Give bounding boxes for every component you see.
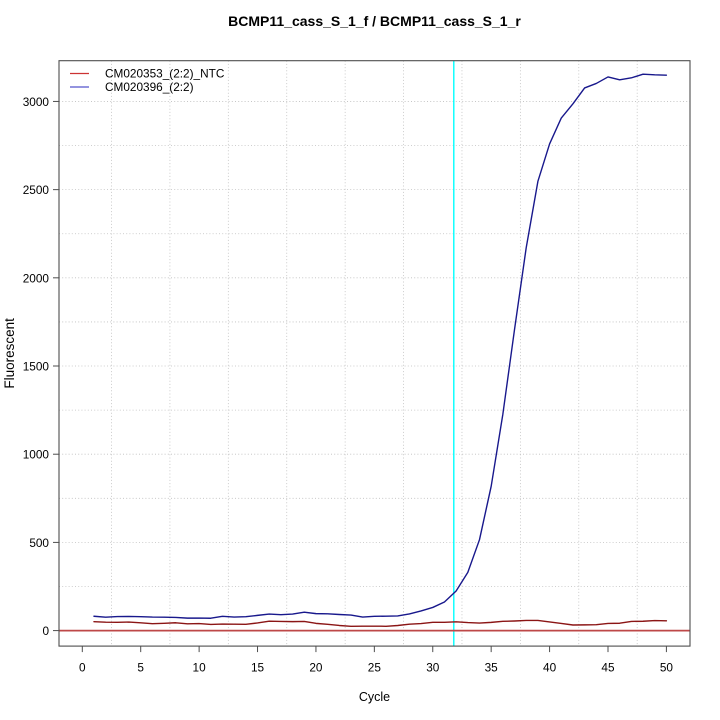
svg-text:10: 10	[193, 661, 207, 675]
svg-text:45: 45	[601, 661, 615, 675]
svg-text:35: 35	[485, 661, 499, 675]
svg-text:5: 5	[137, 661, 144, 675]
svg-text:40: 40	[543, 661, 557, 675]
svg-text:2000: 2000	[23, 271, 50, 285]
svg-text:3000: 3000	[23, 95, 50, 109]
svg-text:0: 0	[79, 661, 86, 675]
svg-text:30: 30	[426, 661, 440, 675]
svg-text:15: 15	[251, 661, 265, 675]
svg-text:0: 0	[42, 624, 49, 638]
svg-text:50: 50	[660, 661, 674, 675]
svg-text:Cycle: Cycle	[359, 690, 390, 704]
svg-text:CM020396_(2:2): CM020396_(2:2)	[105, 80, 194, 94]
svg-text:25: 25	[368, 661, 382, 675]
svg-text:Fluorescent: Fluorescent	[2, 318, 17, 389]
svg-text:BCMP11_cass_S_1_f / BCMP11_cas: BCMP11_cass_S_1_f / BCMP11_cass_S_1_r	[228, 13, 521, 29]
svg-text:CM020353_(2:2)_NTC: CM020353_(2:2)_NTC	[105, 67, 225, 81]
svg-text:2500: 2500	[23, 183, 50, 197]
svg-text:500: 500	[29, 536, 49, 550]
svg-text:1000: 1000	[23, 448, 50, 462]
svg-text:1500: 1500	[23, 360, 50, 374]
svg-text:20: 20	[309, 661, 323, 675]
